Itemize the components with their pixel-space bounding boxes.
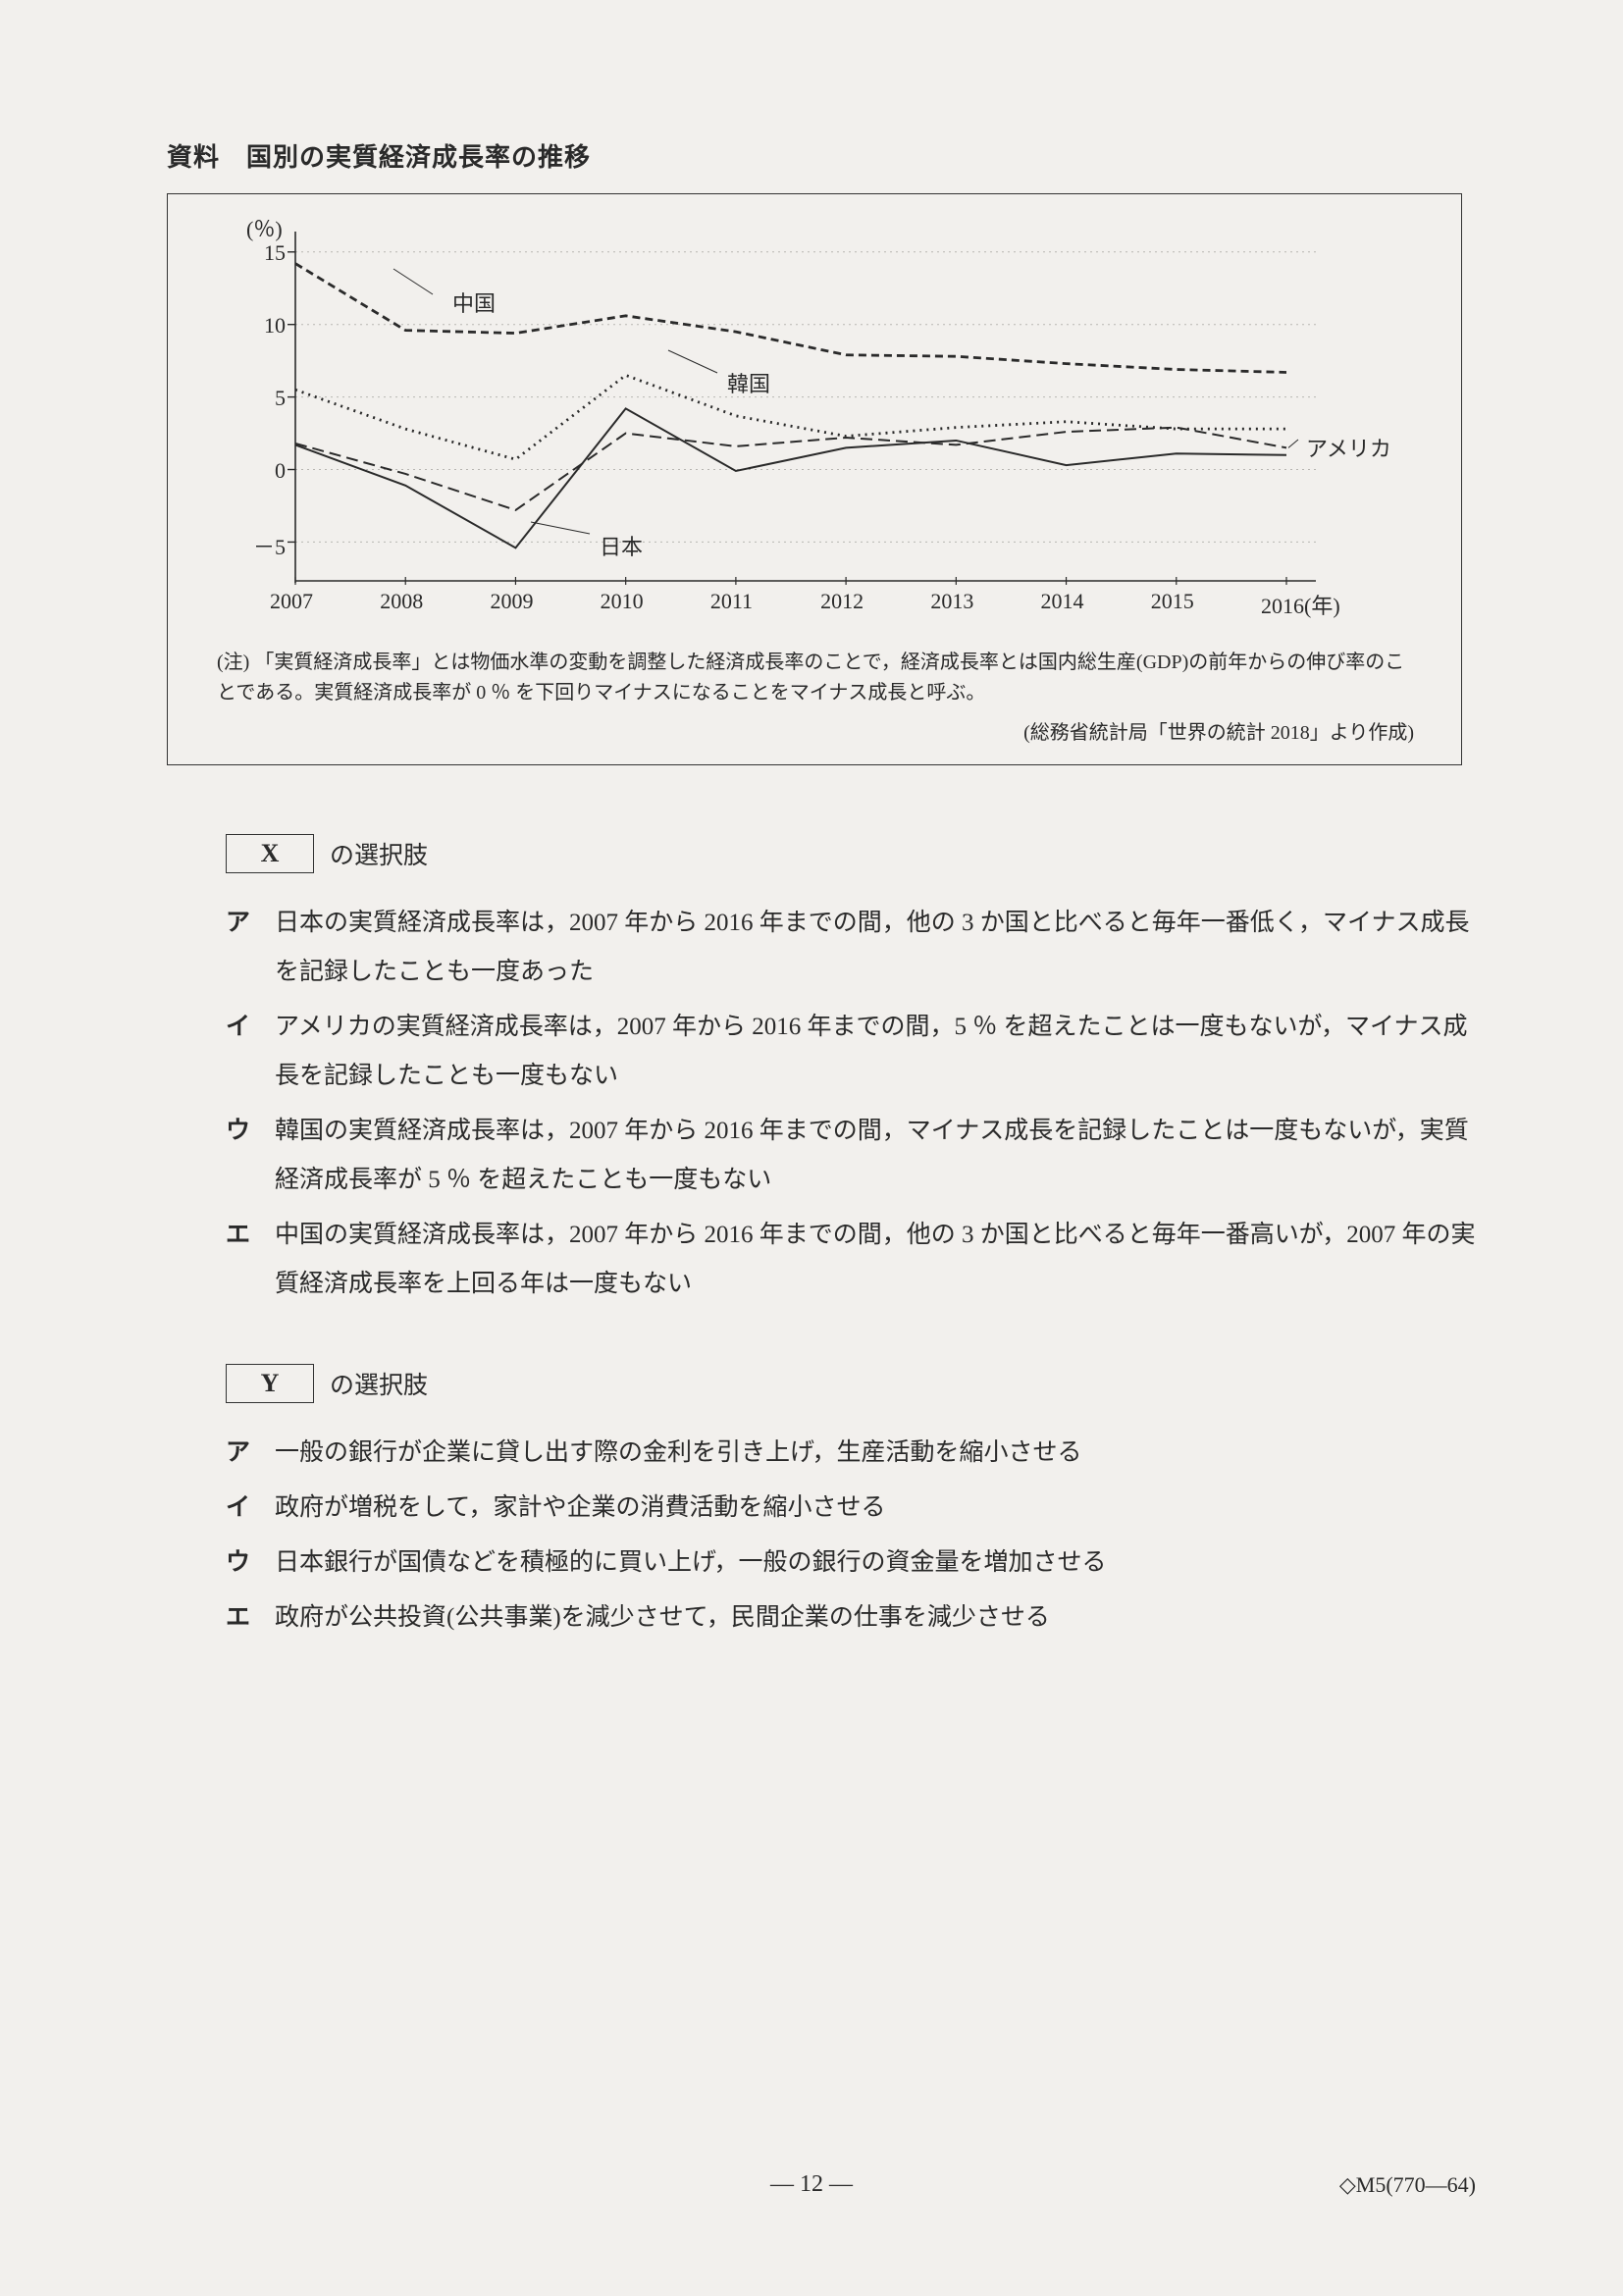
x-tick-label: 2010 [601,589,644,614]
choice-marker: ア [226,899,275,997]
choice-text: 政府が増税をして，家計や企業の消費活動を縮小させる [275,1484,1476,1533]
choice-marker: ア [226,1429,275,1478]
note-text: 「実質経済成長率」とは物価水準の変動を調整した経済成長率のことで，経済成長率とは… [217,652,1404,704]
choice-text: 政府が公共投資(公共事業)を減少させて，民間企業の仕事を減少させる [275,1593,1476,1643]
x-tick-label: 2015 [1151,589,1194,614]
choice-section: X の選択肢ア日本の実質経済成長率は，2007 年から 2016 年までの間，他の… [226,834,1476,1309]
choice-marker: エ [226,1211,275,1309]
choice-text: 一般の銀行が企業に貸し出す際の金利を引き上げ，生産活動を縮小させる [275,1429,1476,1478]
x-tick-label: 2016(年) [1261,589,1340,620]
series-label: 韓国 [727,367,770,398]
choice-header-suffix: の選択肢 [330,1366,428,1401]
x-tick-label: 2009 [490,589,533,614]
choice-header: X の選択肢 [226,834,1476,873]
series-label: 中国 [452,287,496,318]
choice-marker: ウ [226,1539,275,1588]
choice-marker: エ [226,1593,275,1643]
page-code: ◇M5(770—64) [1339,2172,1476,2198]
chart-plot-area: (％) －50510152007200820092010201120122013… [207,218,1424,630]
x-tick-label: 2007 [270,589,313,614]
choice-header-suffix: の選択肢 [330,836,428,871]
choice-header-box: Y [226,1364,314,1403]
x-tick-label: 2012 [820,589,864,614]
choice-list: ア日本の実質経済成長率は，2007 年から 2016 年までの間，他の 3 か国… [226,899,1476,1309]
x-tick-label: 2011 [710,589,753,614]
x-tick-label: 2008 [380,589,423,614]
y-tick-label: 5 [240,386,286,411]
series-label: 日本 [600,530,643,561]
choice-text: 日本銀行が国債などを積極的に買い上げ，一般の銀行の資金量を増加させる [275,1539,1476,1588]
choice-text: 日本の実質経済成長率は，2007 年から 2016 年までの間，他の 3 か国と… [275,899,1476,997]
choice-item: イ政府が増税をして，家計や企業の消費活動を縮小させる [226,1484,1476,1533]
choice-text: 中国の実質経済成長率は，2007 年から 2016 年までの間，他の 3 か国と… [275,1211,1476,1309]
choice-marker: イ [226,1484,275,1533]
series-label: アメリカ [1306,432,1391,463]
choice-text: 韓国の実質経済成長率は，2007 年から 2016 年までの間，マイナス成長を記… [275,1107,1476,1205]
choice-item: ア一般の銀行が企業に貸し出す際の金利を引き上げ，生産活動を縮小させる [226,1429,1476,1478]
choice-section: Yの選択肢ア一般の銀行が企業に貸し出す際の金利を引き上げ，生産活動を縮小させるイ… [226,1364,1476,1643]
chart-footnote: (注) 「実質経済成長率」とは物価水準の変動を調整した経済成長率のことで，経済成… [207,646,1422,708]
note-label: (注) [217,652,249,673]
choice-item: イアメリカの実質経済成長率は，2007 年から 2016 年までの間，5 ％ を… [226,1003,1476,1101]
line-chart-svg [207,218,1424,630]
chart-source: (総務省統計局「世界の統計 2018」より作成) [207,716,1422,745]
y-tick-label: －5 [240,530,286,561]
choice-marker: イ [226,1003,275,1101]
choice-item: ウ日本銀行が国債などを積極的に買い上げ，一般の銀行の資金量を増加させる [226,1539,1476,1588]
choice-header-box: X [226,834,314,873]
y-tick-label: 0 [240,458,286,484]
choice-list: ア一般の銀行が企業に貸し出す際の金利を引き上げ，生産活動を縮小させるイ政府が増税… [226,1429,1476,1643]
choice-text: アメリカの実質経済成長率は，2007 年から 2016 年までの間，5 ％ を超… [275,1003,1476,1101]
choice-item: エ中国の実質経済成長率は，2007 年から 2016 年までの間，他の 3 か国… [226,1211,1476,1309]
choice-marker: ウ [226,1107,275,1205]
chart-container: (％) －50510152007200820092010201120122013… [167,193,1462,765]
document-title: 資料 国別の実質経済成長率の推移 [167,137,1476,174]
choice-item: ウ韓国の実質経済成長率は，2007 年から 2016 年までの間，マイナス成長を… [226,1107,1476,1205]
choice-header: Y の選択肢 [226,1364,1476,1403]
x-tick-label: 2014 [1041,589,1084,614]
x-tick-label: 2013 [930,589,973,614]
y-tick-label: 15 [240,240,286,266]
choice-item: ア日本の実質経済成長率は，2007 年から 2016 年までの間，他の 3 か国… [226,899,1476,997]
choice-item: エ政府が公共投資(公共事業)を減少させて，民間企業の仕事を減少させる [226,1593,1476,1643]
y-tick-label: 10 [240,313,286,339]
